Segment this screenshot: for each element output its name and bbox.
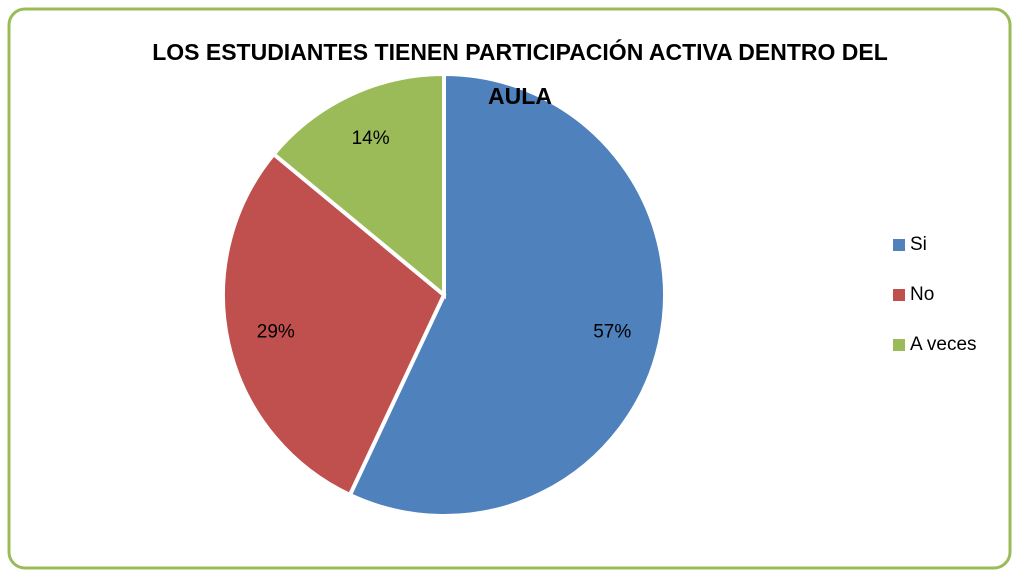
legend-swatch	[893, 239, 905, 251]
chart-title: LOS ESTUDIANTES TIENEN PARTICIPACIÓN ACT…	[152, 39, 888, 109]
legend-label: A veces	[910, 334, 977, 355]
legend-swatch	[893, 289, 905, 301]
data-label: 14%	[352, 128, 390, 149]
data-label: 57%	[593, 322, 631, 343]
legend-label: No	[910, 284, 934, 305]
legend-label: Si	[910, 234, 927, 255]
pie-slice	[347, 71, 667, 518]
pie-slice	[270, 71, 446, 300]
pie-slice	[221, 151, 447, 498]
legend-swatch	[893, 339, 905, 351]
data-label: 29%	[257, 322, 295, 343]
